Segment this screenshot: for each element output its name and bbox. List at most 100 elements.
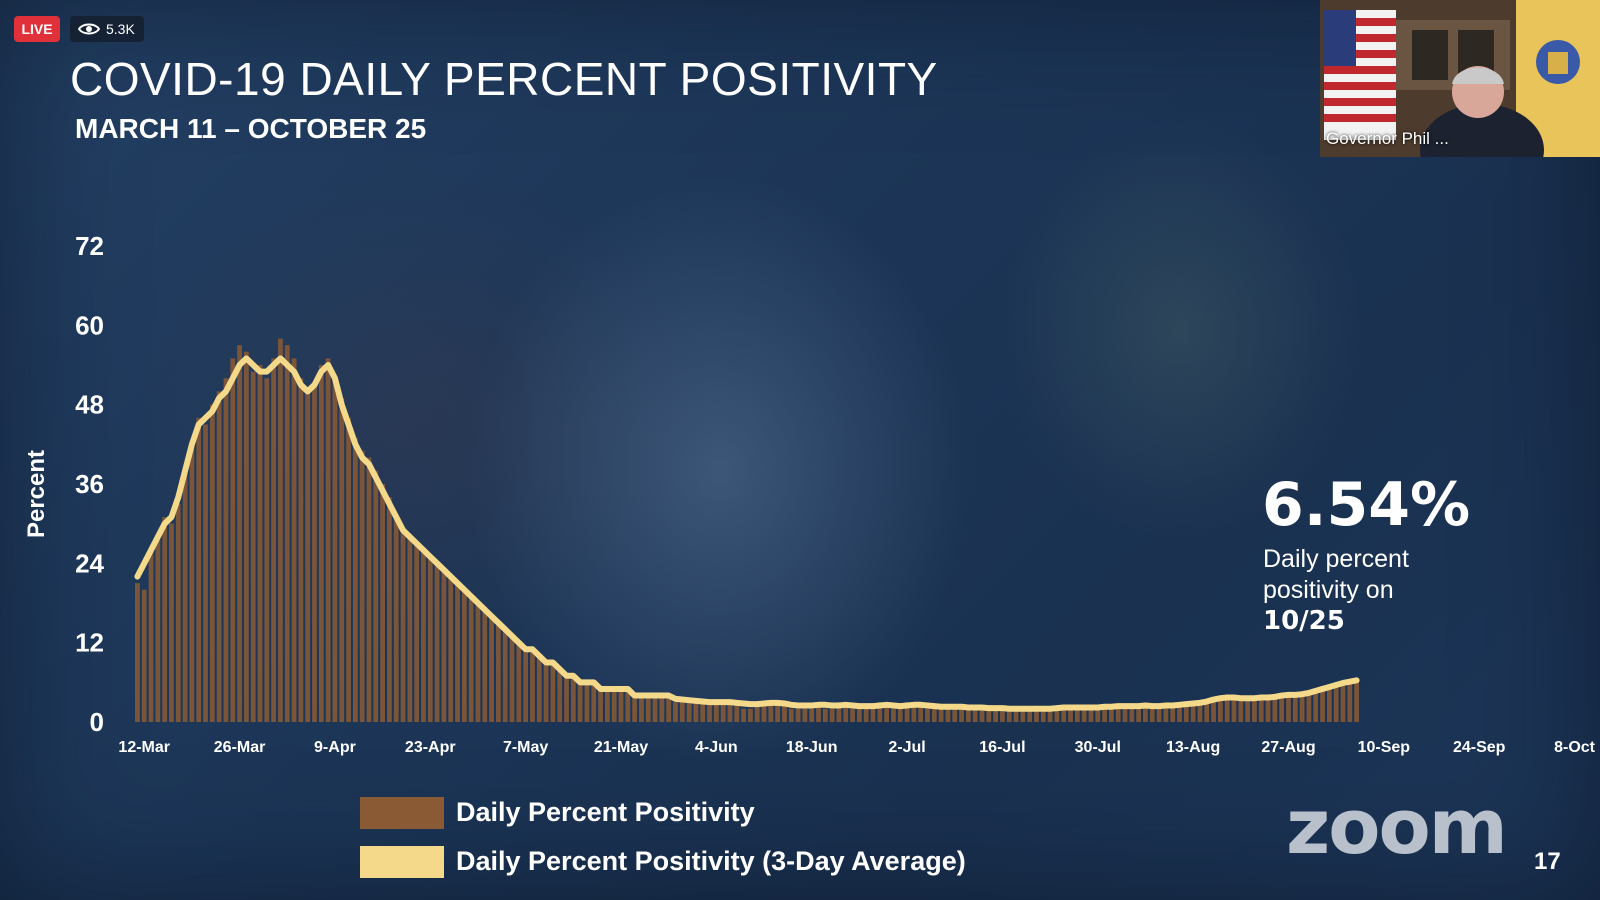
zoom-watermark: zoom [1286,782,1508,871]
daily-bar [1034,710,1039,722]
daily-bar [291,358,297,722]
daily-bar [325,358,331,722]
daily-bar [1027,708,1033,722]
daily-bar [148,550,154,722]
daily-bar [836,702,842,722]
y-tick-label: 72 [75,231,104,261]
y-tick-label: 0 [90,707,104,737]
daily-bar [427,556,433,722]
daily-bar [1320,688,1325,722]
daily-bar [1197,702,1203,722]
daily-bar [482,609,488,722]
daily-bar [1170,706,1176,722]
daily-bar [870,708,876,722]
daily-bar [693,702,699,722]
daily-bar [1129,706,1135,722]
daily-bar [720,702,726,722]
daily-bar [1115,706,1121,722]
daily-bar [918,702,924,722]
daily-bar [707,702,712,722]
x-tick-label: 12-Mar [118,739,170,756]
daily-bar [639,695,644,722]
daily-bar [1313,690,1319,722]
viewer-count: 5.3K [70,16,144,42]
daily-bar [141,589,147,722]
daily-bar [604,688,610,722]
viewer-count-value: 5.3K [106,21,135,37]
daily-bar [673,702,678,722]
daily-bar [1292,694,1298,722]
legend-label-daily: Daily Percent Positivity [456,797,755,827]
daily-bar [925,708,930,722]
daily-bar [298,378,304,722]
positivity-callout-value: 6.54% [1262,470,1471,540]
legend-swatch-daily [360,796,444,829]
daily-bar [339,398,345,722]
daily-bar [516,642,522,722]
daily-bar [1354,678,1359,722]
daily-bar [1047,709,1053,722]
x-tick-label: 10-Sep [1358,739,1411,756]
daily-bar [1299,695,1305,722]
daily-bar [489,616,494,722]
daily-bar [543,662,549,722]
daily-bar [496,622,501,722]
daily-bar [557,669,563,722]
daily-bar [700,702,706,722]
daily-bar [782,702,787,722]
daily-bar [1231,697,1237,722]
daily-bar [441,569,447,722]
daily-bar [1006,708,1012,722]
daily-bar [713,702,719,722]
daily-bar [421,550,426,722]
daily-bar [788,708,794,722]
participant-video-tile[interactable]: Governor Phil ... [1320,0,1600,157]
daily-bar [1204,700,1210,722]
three-day-average-line [134,355,1360,712]
daily-bar [775,702,781,722]
x-tick-label: 21-May [594,739,648,756]
daily-bar [1258,697,1264,722]
daily-bar [897,708,903,722]
video-feed-image [1320,0,1600,157]
daily-bar [1265,698,1271,722]
daily-bar [400,530,406,722]
daily-bar [891,708,896,722]
daily-bar [1183,703,1189,722]
participant-name: Governor Phil ... [1326,129,1449,148]
daily-bar [993,708,998,722]
y-tick-label: 12 [75,628,104,658]
daily-bar [196,417,202,722]
daily-bar [972,708,978,722]
y-axis: 0 12 24 36 48 60 72 [75,231,104,737]
daily-bar [1068,707,1073,722]
daily-bar [1156,706,1162,722]
daily-bar [1095,708,1101,722]
daily-bar [748,708,753,722]
slide-subtitle: MARCH 11 – OCTOBER 25 [75,113,427,144]
daily-bar [734,702,740,722]
daily-bar [645,695,651,722]
daily-bar [175,503,181,722]
y-tick-label: 24 [75,548,104,578]
daily-bar [1279,695,1285,722]
x-tick-label: 30-Jul [1075,739,1121,756]
daily-bar [434,563,440,722]
daily-bar [1054,708,1060,722]
x-tick-label: 27-Aug [1261,739,1315,756]
daily-bar [1143,706,1148,722]
daily-bar [1088,708,1094,722]
legend-label-average: Daily Percent Positivity (3-Day Average) [456,846,966,876]
daily-bar [591,682,597,722]
daily-bar [809,708,815,722]
daily-bar [1190,704,1196,722]
daily-bar [223,378,229,722]
daily-bar [407,536,413,722]
daily-bar [1340,681,1346,722]
us-flag-icon [1324,10,1396,140]
chart-legend: Daily Percent Positivity Daily Percent P… [360,788,966,886]
daily-bar [414,543,420,722]
daily-bar [1306,693,1312,722]
x-tick-label: 13-Aug [1166,739,1220,756]
legend-item-daily: Daily Percent Positivity [360,788,966,837]
